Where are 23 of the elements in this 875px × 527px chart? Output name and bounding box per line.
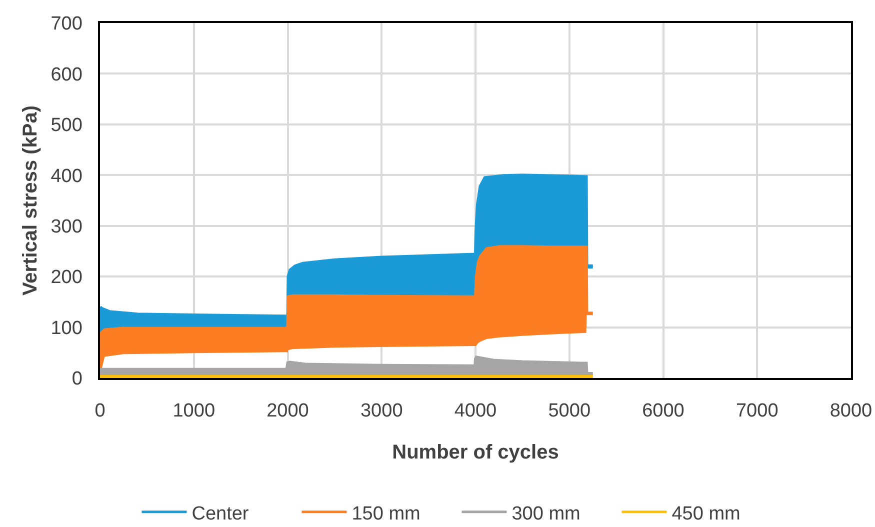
legend-label: Center bbox=[192, 503, 250, 524]
y-tick-label: 400 bbox=[50, 166, 82, 187]
x-axis-title: Number of cycles bbox=[392, 442, 559, 464]
y-tick-label: 700 bbox=[50, 14, 82, 35]
y-tick-label: 500 bbox=[50, 115, 82, 136]
y-tick-label: 300 bbox=[50, 216, 82, 238]
x-tick-label: 5000 bbox=[548, 400, 591, 422]
y-axis-title: Vertical stress (kPa) bbox=[20, 105, 42, 296]
y-tick-label: 0 bbox=[72, 368, 82, 390]
legend-label: 300 mm bbox=[512, 503, 580, 524]
legend-label: 150 mm bbox=[352, 503, 420, 524]
x-tick-label: 2000 bbox=[266, 400, 309, 422]
x-tick-label: 4000 bbox=[454, 400, 497, 422]
legend-label: 450 mm bbox=[672, 503, 740, 524]
y-tick-label: 100 bbox=[50, 318, 82, 339]
y-tick-label: 200 bbox=[50, 267, 82, 288]
y-tick-label: 600 bbox=[50, 64, 82, 86]
x-tick-label: 3000 bbox=[360, 400, 403, 422]
x-tick-label: 8000 bbox=[830, 400, 872, 422]
x-tick-label: 0 bbox=[94, 400, 106, 422]
x-tick-label: 1000 bbox=[172, 400, 216, 422]
x-tick-label: 6000 bbox=[642, 400, 684, 422]
x-tick-label: 7000 bbox=[736, 400, 778, 422]
